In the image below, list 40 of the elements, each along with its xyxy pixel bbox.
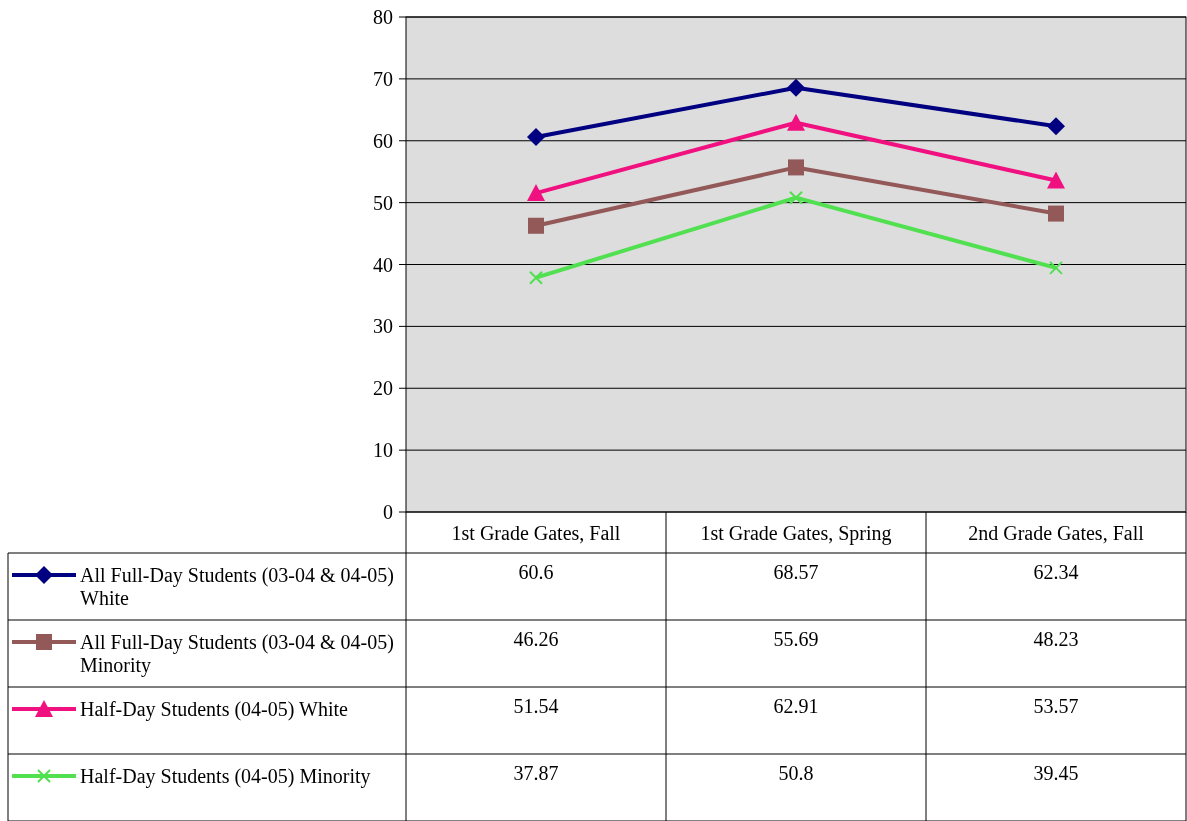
point xyxy=(529,270,543,285)
legend-label: All Full-Day Students (03-04 & 04-05) White xyxy=(80,564,394,609)
point xyxy=(527,128,545,147)
legend-label: Half-Day Students (04-05) Minority xyxy=(80,765,371,788)
y-tick-label: 0 xyxy=(383,501,393,523)
data-label: 55.69 xyxy=(773,628,819,650)
data-label: 48.23 xyxy=(1033,628,1079,650)
x-tick-label: 2nd Grade Gates, Fall xyxy=(968,521,1145,544)
x-tick-label: 1st Grade Gates, Fall xyxy=(451,521,621,544)
legend-label: Half-Day Students (04-05) White xyxy=(80,698,349,721)
data-label: 39.45 xyxy=(1033,762,1079,784)
point xyxy=(788,159,804,176)
y-tick-label: 30 xyxy=(373,315,393,338)
y-tick-label: 60 xyxy=(373,129,393,152)
y-tick-label: 20 xyxy=(373,377,393,400)
point xyxy=(787,78,805,97)
data-label: 51.54 xyxy=(513,695,559,717)
data-label: 68.57 xyxy=(773,561,819,583)
point xyxy=(1048,205,1064,222)
legend-label: All Full-Day Students (03-04 & 04-05) Minority xyxy=(80,631,394,677)
data-label: 37.87 xyxy=(513,762,559,784)
point xyxy=(1049,260,1063,275)
point xyxy=(527,184,545,202)
point xyxy=(528,217,544,234)
data-label: 62.91 xyxy=(773,695,819,717)
y-tick-label: 80 xyxy=(373,6,393,28)
data-label: 60.6 xyxy=(518,561,554,583)
y-tick-label: 10 xyxy=(373,439,393,462)
y-tick-label: 70 xyxy=(373,67,393,90)
point xyxy=(789,190,803,205)
y-tick-label: 40 xyxy=(373,253,393,276)
data-label: 62.34 xyxy=(1033,561,1079,583)
y-tick-label: 50 xyxy=(373,191,393,214)
data-label: 50.8 xyxy=(778,762,814,784)
data-label: 53.57 xyxy=(1033,695,1079,717)
x-tick-label: 1st Grade Gates, Spring xyxy=(700,521,892,545)
data-label: 46.26 xyxy=(513,628,559,650)
point xyxy=(1047,171,1065,189)
point xyxy=(787,113,805,131)
point xyxy=(1047,117,1065,136)
